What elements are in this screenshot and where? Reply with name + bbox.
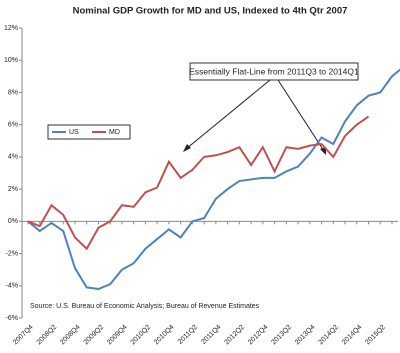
y-tick-label: -6% (6, 315, 18, 322)
x-tick-label: 2014Q4 (341, 324, 364, 347)
y-tick-label: 6% (8, 122, 18, 129)
x-tick-label: 2012Q4 (247, 324, 270, 347)
x-tick-label: 2013Q2 (270, 324, 293, 347)
chart-title: Nominal GDP Growth for MD and US, Indexe… (73, 6, 348, 17)
legend-label: MD (109, 129, 120, 136)
y-tick-label: 2% (8, 186, 18, 193)
series-line (27, 115, 370, 251)
x-tick-label: 2013Q4 (294, 324, 317, 347)
x-tick-label: 2007Q4 (12, 324, 35, 347)
y-tick-label: 0% (8, 218, 18, 225)
y-tick-label: 12% (4, 25, 18, 32)
x-tick-label: 2009Q2 (83, 324, 106, 347)
x-tick-label: 2011Q4 (200, 324, 222, 346)
annotation-box (189, 62, 359, 81)
series-line (27, 68, 400, 291)
x-tick-label: 2011Q2 (177, 324, 199, 346)
legend-label: US (69, 129, 79, 136)
legend-box (47, 124, 131, 140)
y-tick-label: 8% (8, 89, 18, 96)
y-tick-label: 4% (8, 154, 18, 161)
y-tick-label: 10% (4, 57, 18, 64)
x-tick-label: 2010Q2 (130, 324, 153, 347)
x-tick-label: 2014Q2 (317, 324, 340, 347)
arrow-head (183, 144, 191, 152)
x-tick-label: 2012Q2 (224, 324, 247, 347)
arrow-head (320, 147, 326, 155)
x-tick-label: 2009Q4 (106, 324, 129, 347)
arrow (185, 79, 271, 150)
annotation: Essentially Flat-Line from 2011Q3 to 201… (189, 66, 359, 76)
x-tick-label: 2010Q4 (153, 324, 176, 347)
source-note: Source: U.S. Bureau of Economic Analysis… (30, 303, 260, 310)
x-tick-label: 2008Q4 (59, 324, 82, 347)
x-tick-label: 2015Q2 (364, 324, 387, 347)
arrow (277, 79, 325, 152)
y-tick-label: -2% (6, 250, 18, 257)
y-tick-label: -4% (6, 283, 18, 290)
x-tick-label: 2008Q2 (36, 324, 59, 347)
